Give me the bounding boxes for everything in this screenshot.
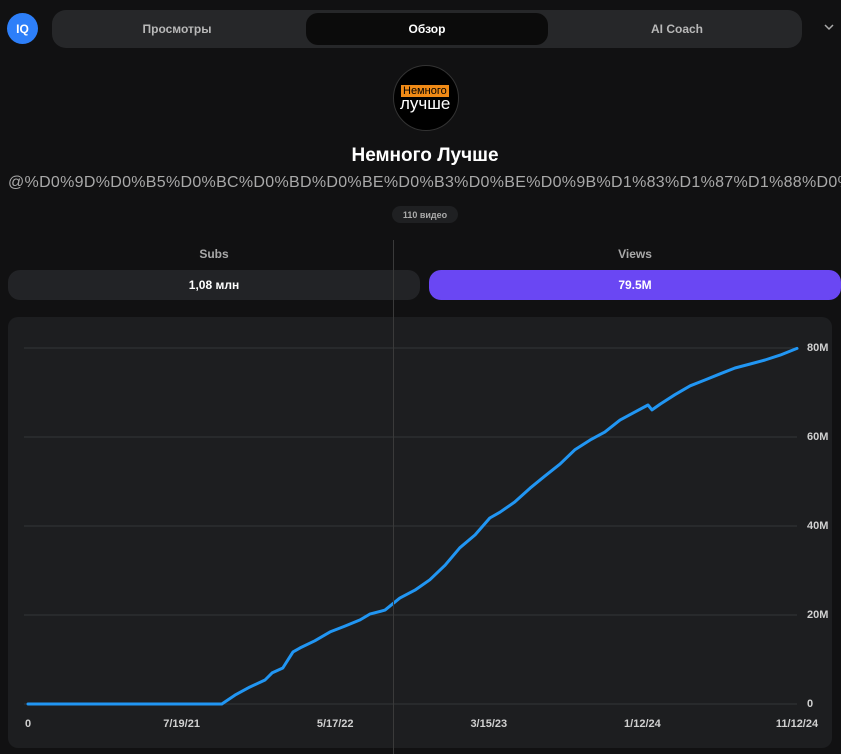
stat-label: Views: [618, 247, 652, 261]
tab[interactable]: Просмотры: [142, 22, 212, 36]
line-series: [26, 346, 799, 706]
logo[interactable]: IQ: [7, 13, 38, 44]
hover-line: [393, 240, 394, 754]
x-tick-label: 5/17/22: [317, 718, 354, 730]
x-tick-label: 7/19/21: [163, 718, 200, 730]
tab-active[interactable]: Обзор: [306, 13, 548, 45]
x-tick-label: 0: [25, 718, 31, 730]
avatar: Немного лучше: [393, 65, 459, 131]
x-tick-label: 1/12/24: [624, 718, 662, 730]
chart-panel: [8, 317, 832, 748]
tab-bar: Просмотры Обзор AI Coach: [52, 10, 802, 48]
stat-button[interactable]: 1,08 млн: [8, 270, 420, 300]
y-tick-label: 0: [807, 698, 813, 710]
tab[interactable]: AI Coach: [650, 22, 703, 36]
channel-name: Немного Лучше: [351, 145, 499, 166]
x-tick-label: 3/15/23: [470, 718, 507, 730]
y-tick-label: 20M: [807, 609, 828, 621]
x-tick-label: 11/12/24: [776, 718, 819, 730]
channel-handle: @%D0%9D%D0%B5%D0%BC%D0%BD%D0%BE%D0%B3%D0…: [8, 174, 841, 191]
video-count: 110 видео: [392, 206, 458, 223]
stat-label: Subs: [199, 247, 229, 261]
stat-button-active[interactable]: 79.5M: [429, 270, 841, 300]
avatar-text: Немного: [401, 85, 449, 97]
y-tick-label: 80M: [807, 342, 828, 354]
chart: 0 20M 40M 60M 80M 0 7/19/21 5/17/22 3/15/23 1/12/…: [24, 342, 828, 730]
y-tick-label: 40M: [807, 520, 828, 532]
chevron[interactable]: [822, 20, 836, 34]
y-tick-label: 60M: [807, 431, 828, 443]
avatar-text: лучше: [400, 94, 451, 113]
